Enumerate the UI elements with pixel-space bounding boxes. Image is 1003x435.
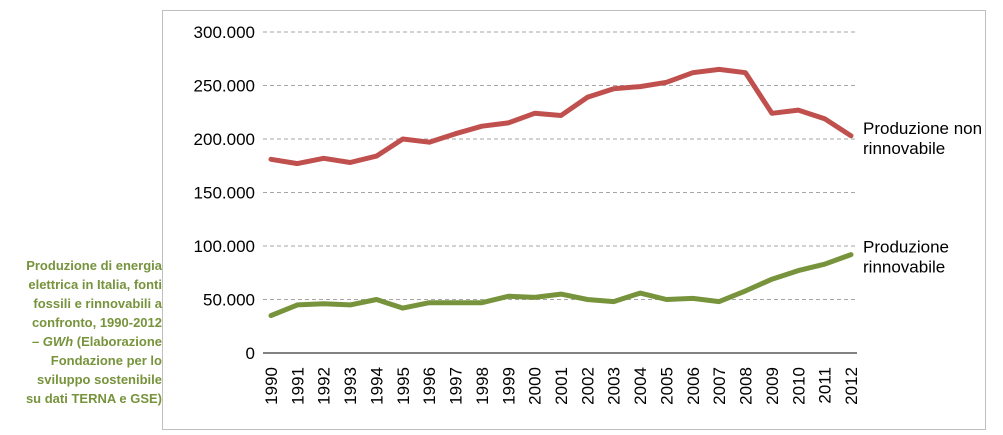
x-axis-label: 2005 [657,367,676,405]
x-axis-label: 1992 [315,367,334,405]
x-axis-label: 1995 [394,367,413,405]
caption-unit: – GWh [31,334,74,349]
caption-line: su dati TERNA e GSE) [25,391,162,406]
caption-line: – GWh (Elaborazione [31,334,162,349]
y-axis-label: 300.000 [194,23,255,42]
caption-line: Fondazione per lo [50,353,162,368]
x-axis-label: 1990 [262,367,281,405]
x-axis-label: 2009 [763,367,782,405]
series-label-renewable: Produzione [863,238,949,257]
caption-line: confronto, 1990-2012 [31,315,162,330]
y-axis-label: 150.000 [194,184,255,203]
chart-area: 0 50.000 100.000 150.000 200.000 250.000 300.0… [162,10,986,430]
x-axis-label: 1993 [341,367,360,405]
caption-line: elettrica in Italia, fonti [28,277,162,292]
series-label-renewable: rinnovabile [863,258,945,277]
x-axis-label: 1997 [447,367,466,405]
x-axis-label: 2008 [737,367,756,405]
y-axis-label: 250.000 [194,77,255,96]
x-axis-label: 1998 [473,367,492,405]
x-axis-label: 2004 [631,367,650,405]
x-axis-label: 2011 [816,367,835,404]
chart-plot: 0 50.000 100.000 150.000 200.000 250.000 300.0… [194,23,983,405]
series-label-non-renewable: rinnovabile [863,139,945,158]
x-axis-label: 2000 [526,367,545,405]
x-axis-label: 1994 [367,367,386,405]
x-axis-label: 2010 [789,367,808,405]
y-axis-label: 100.000 [194,237,255,256]
caption-line: sviluppo sostenibile [37,372,162,387]
y-axis-label: 50.000 [203,291,255,310]
x-axis-label: 2002 [578,367,597,405]
series-line-renewable [268,252,854,319]
caption-line: fossili e rinnovabili a [33,296,162,311]
x-axis-label: 1991 [288,367,307,405]
caption-line: Produzione di energia [26,258,162,273]
x-axis-label: 2001 [552,367,571,405]
x-axis-label: 2007 [710,367,729,405]
x-axis-label: 2006 [684,367,703,405]
series-line-non-renewable [268,66,854,167]
y-axis-label: 0 [246,344,255,363]
series-label-non-renewable: Produzione non [863,119,982,138]
x-axis-label: 2003 [605,367,624,405]
chart-caption: Produzione di energia elettrica in Itali… [8,256,162,408]
x-axis-label: 1999 [499,367,518,405]
x-axis-label: 1996 [420,367,439,405]
y-axis-label: 200.000 [194,130,255,149]
x-axis-label: 2012 [842,367,861,405]
